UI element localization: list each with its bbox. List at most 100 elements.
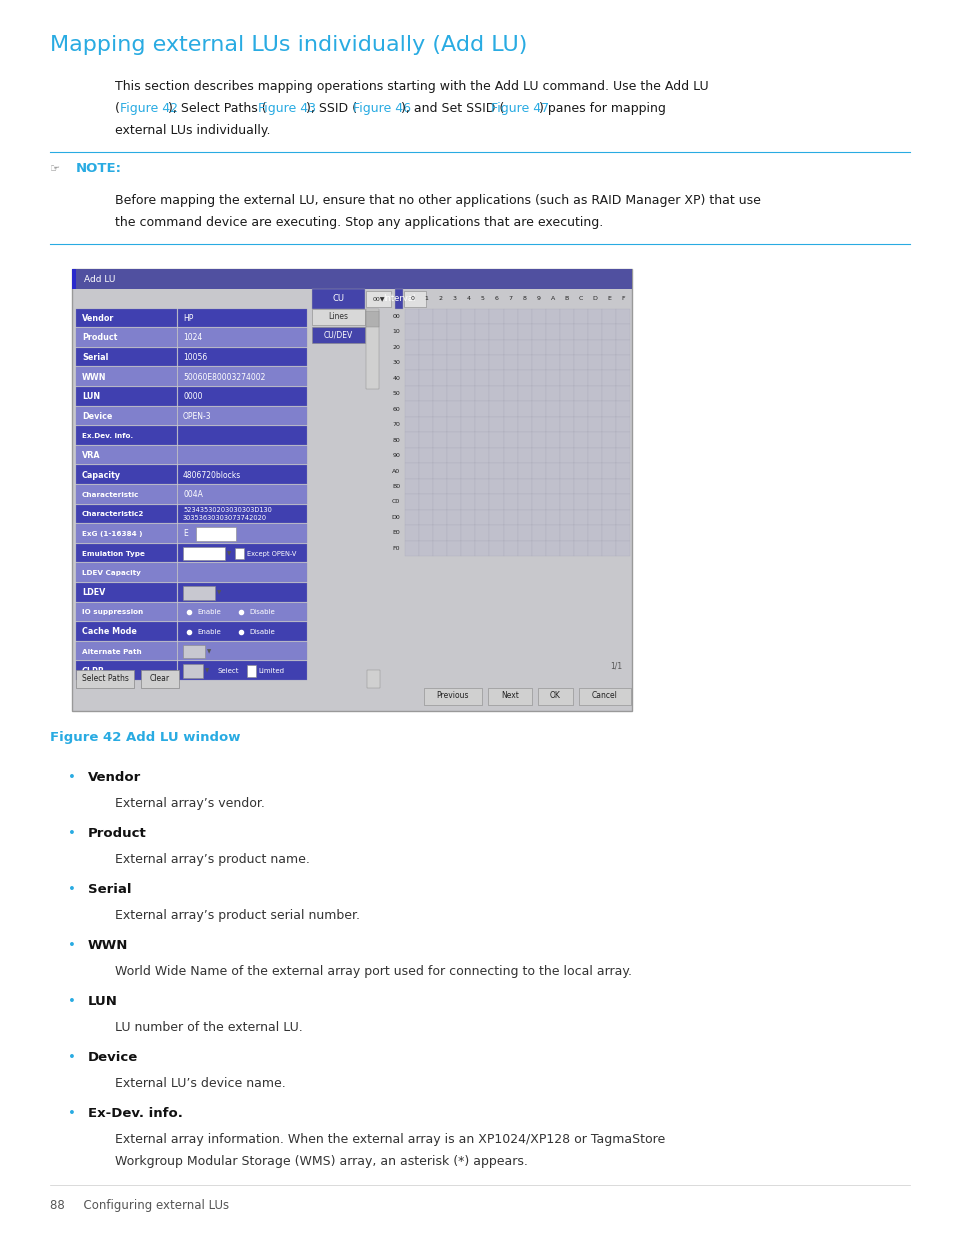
Text: 7: 7 <box>508 296 512 301</box>
Text: 2: 2 <box>437 296 442 301</box>
Bar <box>405 494 418 510</box>
Bar <box>433 448 447 463</box>
Bar <box>559 401 573 417</box>
Bar <box>433 354 447 370</box>
Bar <box>475 370 489 387</box>
Text: External LU’s device name.: External LU’s device name. <box>115 1077 286 1091</box>
Bar <box>545 448 559 463</box>
Text: ▼: ▼ <box>216 590 221 595</box>
Bar <box>517 448 531 463</box>
Text: •: • <box>68 771 76 784</box>
Bar <box>616 510 629 525</box>
Bar <box>489 463 503 479</box>
Bar <box>545 401 559 417</box>
Text: 52343530203030303D130: 52343530203030303D130 <box>183 508 272 514</box>
Bar <box>71 269 76 289</box>
Bar <box>76 367 177 387</box>
Text: (: ( <box>115 103 120 115</box>
Bar <box>423 688 481 705</box>
Bar <box>587 494 601 510</box>
Text: ), SSID (: ), SSID ( <box>306 103 356 115</box>
Bar <box>503 541 517 556</box>
Bar <box>461 510 475 525</box>
Bar <box>447 494 461 510</box>
Text: Figure 43: Figure 43 <box>258 103 315 115</box>
Bar <box>601 510 616 525</box>
Text: Select Paths: Select Paths <box>81 674 129 683</box>
Bar <box>178 387 307 405</box>
Bar <box>616 479 629 494</box>
Bar <box>447 309 461 324</box>
Bar <box>461 354 475 370</box>
Bar <box>587 541 601 556</box>
Text: CU/DEV: CU/DEV <box>323 330 353 340</box>
Text: LUN: LUN <box>88 995 118 1008</box>
Bar <box>76 524 177 543</box>
Bar <box>433 463 447 479</box>
Bar <box>76 387 177 405</box>
Bar <box>616 448 629 463</box>
Text: Cancel: Cancel <box>592 692 618 700</box>
Bar <box>587 448 601 463</box>
Bar <box>601 541 616 556</box>
Bar <box>517 354 531 370</box>
Text: 88     Configuring external LUs: 88 Configuring external LUs <box>50 1199 229 1212</box>
Bar <box>545 370 559 387</box>
Text: Capacity: Capacity <box>82 471 121 479</box>
Bar <box>395 289 403 309</box>
Bar <box>616 387 629 401</box>
Bar <box>503 432 517 448</box>
Bar <box>489 370 503 387</box>
Text: Enable: Enable <box>196 609 220 615</box>
Text: Ex.Dev. info.: Ex.Dev. info. <box>82 433 133 438</box>
Text: Characteristic: Characteristic <box>82 492 139 498</box>
Text: Add LU: Add LU <box>84 274 115 284</box>
Bar <box>405 309 418 324</box>
Bar <box>76 671 133 688</box>
Bar <box>559 479 573 494</box>
Bar <box>447 541 461 556</box>
Bar <box>573 401 587 417</box>
Bar <box>433 417 447 432</box>
Text: E: E <box>606 296 610 301</box>
Bar <box>601 479 616 494</box>
Bar <box>489 401 503 417</box>
Text: External array’s vendor.: External array’s vendor. <box>115 797 265 810</box>
Bar <box>475 541 489 556</box>
Bar <box>178 426 307 445</box>
Bar <box>531 463 545 479</box>
Bar <box>559 309 573 324</box>
Bar <box>418 340 433 354</box>
Bar <box>601 525 616 541</box>
Bar <box>461 463 475 479</box>
Bar <box>405 370 418 387</box>
Bar <box>573 370 587 387</box>
Bar <box>587 479 601 494</box>
Bar <box>573 340 587 354</box>
Bar <box>573 417 587 432</box>
Bar <box>503 354 517 370</box>
Bar <box>489 479 503 494</box>
Bar <box>616 401 629 417</box>
Bar <box>531 309 545 324</box>
Bar <box>517 370 531 387</box>
Bar <box>601 448 616 463</box>
Text: E0: E0 <box>392 530 399 536</box>
Text: 4806720blocks: 4806720blocks <box>183 471 241 479</box>
Text: ), Select Paths (: ), Select Paths ( <box>168 103 266 115</box>
Bar <box>559 541 573 556</box>
Bar <box>503 340 517 354</box>
Bar <box>573 387 587 401</box>
Bar <box>366 291 391 306</box>
Bar <box>178 583 307 601</box>
Bar <box>616 541 629 556</box>
Text: •: • <box>68 883 76 897</box>
Bar <box>76 446 177 464</box>
Bar <box>517 525 531 541</box>
Text: 004A: 004A <box>183 490 203 499</box>
Bar <box>531 432 545 448</box>
Bar <box>405 448 418 463</box>
Text: ▼: ▼ <box>205 668 209 674</box>
Bar <box>573 448 587 463</box>
Text: 00▼: 00▼ <box>372 296 384 301</box>
